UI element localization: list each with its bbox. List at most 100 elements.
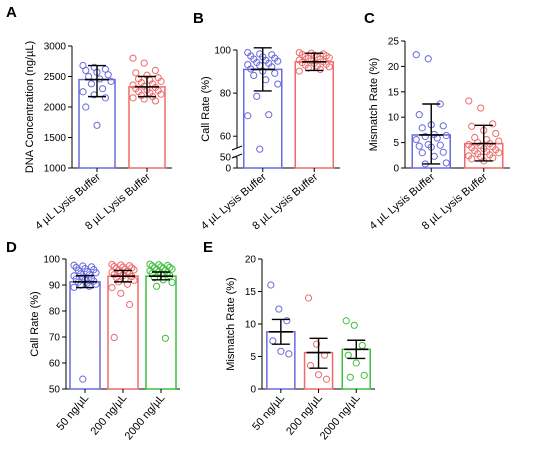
data-point [269,337,277,345]
y-axis-label: DNA Concentration (ng/µL) [24,41,36,173]
data-point [121,265,129,273]
data-point [123,267,132,276]
y-axis-label: Call Rate (%) [200,76,212,141]
y-tick-label: 10 [245,320,257,331]
data-point [418,124,426,132]
data-point [468,122,476,130]
data-point [168,265,176,273]
y-tick-label: 20 [388,62,400,73]
y-tick-label: 100 [214,46,231,57]
data-point [492,129,500,138]
panel-label-b: B [193,10,204,27]
data-point [85,72,93,81]
data-point [352,359,360,367]
data-point [275,305,283,313]
y-tick-label: 80 [49,307,61,318]
y-tick-label: 10 [388,113,400,124]
data-point [146,267,154,275]
category-label: 50 ng/µL [54,392,91,433]
y-tick-label: 90 [49,281,61,292]
data-point [350,321,358,329]
data-point [108,260,116,269]
data-point [283,317,291,325]
data-point [153,266,161,274]
data-point [489,120,497,128]
data-point [101,94,110,102]
data-point [150,274,158,282]
y-tick-label: 1500 [44,133,67,144]
y-tick-label: 2000 [44,103,67,114]
data-point [130,276,138,284]
data-point [312,340,321,348]
data-point [93,121,101,129]
data-point [110,333,118,342]
y-tick-label: 0 [393,164,399,175]
data-point [262,76,270,84]
y-tick-label: 20 [245,255,257,266]
data-point [477,104,485,112]
data-point [412,135,420,144]
data-point [253,92,261,100]
data-point [140,59,148,67]
data-point [112,274,121,282]
data-point [424,55,432,63]
y-tick-label: 5 [250,352,256,363]
panel-label-c: C [364,10,375,27]
data-point [439,122,447,130]
axis-break-mark [231,145,243,151]
y-tick-label: 60 [49,359,61,370]
data-point [87,80,96,88]
y-tick-label: 60 [220,132,232,143]
data-point [161,334,169,342]
data-point [304,64,312,72]
data-point [132,69,140,77]
data-point [325,54,333,62]
data-point [117,289,125,297]
data-point [250,71,258,80]
y-tick-label: 0 [225,164,231,175]
data-point [495,137,503,145]
data-point [468,155,476,163]
y-tick-label: 50 [220,153,232,164]
bar [69,281,101,390]
bar [145,275,177,390]
data-point [277,347,285,355]
data-point [161,266,169,274]
y-tick-label: 25 [388,37,400,48]
data-point [151,66,159,75]
category-label: 2000 ng/µL [123,392,168,442]
category-label: 200 ng/µL [284,392,325,437]
data-point [85,282,94,290]
data-point [439,148,447,156]
data-point [79,375,87,383]
y-tick-label: 100 [43,255,60,266]
data-point [70,261,78,269]
data-point [153,282,161,290]
data-point [295,67,303,75]
data-point [146,260,154,268]
data-point [126,300,134,309]
data-point [123,280,132,288]
data-point [358,341,366,350]
y-tick-label: 70 [49,333,61,344]
y-tick-label: 15 [388,87,400,98]
data-point [82,66,90,75]
y-tick-label: 50 [49,385,61,396]
panel-label-e: E [203,239,213,256]
data-point [107,77,115,85]
data-point [442,159,450,167]
data-point [271,69,279,77]
y-tick-label: 5 [393,138,399,149]
data-point [495,149,503,157]
y-tick-label: 15 [245,287,257,298]
bar [107,275,139,390]
category-label: 50 ng/µL [250,392,287,433]
data-point [415,142,423,150]
data-point [325,63,333,71]
y-axis-label: Mismatch Rate (%) [225,277,237,371]
